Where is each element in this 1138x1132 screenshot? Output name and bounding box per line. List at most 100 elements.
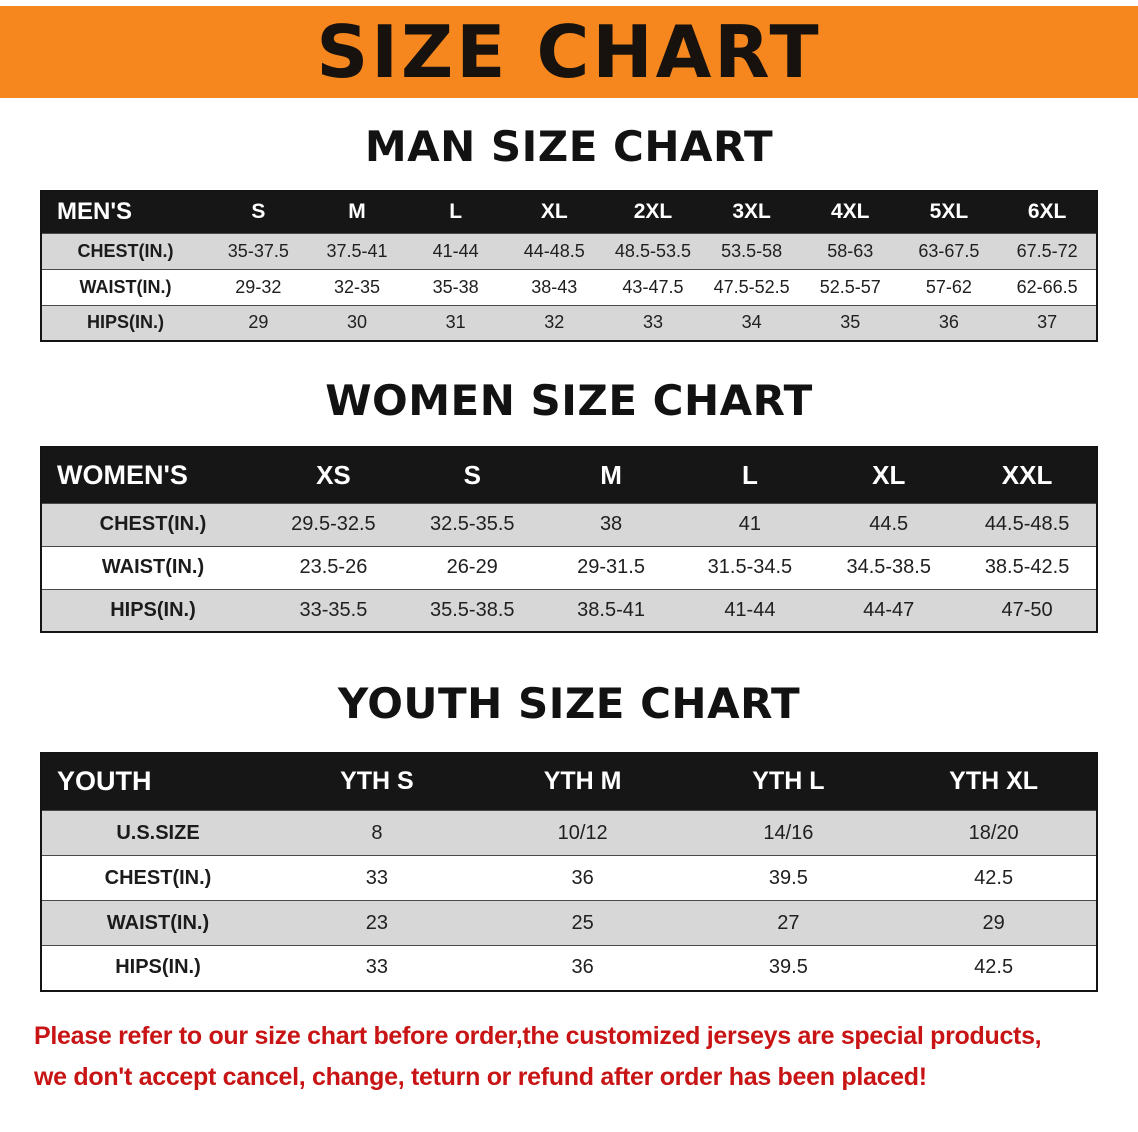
value-cell: 57-62 [925, 276, 972, 297]
section-women: WOMEN SIZE CHART WOMEN'S XS S M L XL XXL CHEST(… [0, 377, 1138, 634]
value-cell: 36 [938, 312, 959, 333]
size-header-cell: XL [819, 447, 959, 504]
size-header-cell: 3XL [702, 191, 801, 234]
section-youth: YOUTH SIZE CHART YOUTH YTH S YTH M YTH L YTH… [0, 679, 1138, 992]
value-cell: 25 [571, 911, 594, 934]
value-cell: 41 [738, 513, 762, 536]
size-header-cell: 2XL [603, 191, 703, 234]
youth-section-heading: YOUTH SIZE CHART [337, 679, 801, 729]
size-header-cell: XS [264, 447, 403, 504]
value-cell: 53.5-58 [721, 240, 783, 261]
value-cell: 35.5-38.5 [429, 599, 515, 622]
value-cell: 39.5 [768, 866, 808, 889]
men-section-heading: MAN SIZE CHART [364, 122, 774, 171]
table-title-cell: MEN'S [41, 191, 209, 234]
value-cell: 42.5 [974, 956, 1014, 979]
value-cell: 35-38 [432, 276, 479, 297]
table-row: CHEST(IN.) 33 36 39.5 42.5 [41, 855, 1097, 901]
value-cell: 41-44 [724, 599, 776, 622]
value-cell: 31 [445, 312, 466, 333]
value-cell: 23.5-26 [299, 556, 368, 579]
value-cell: 14/16 [763, 821, 814, 844]
size-header-cell: YTH XL [891, 752, 1097, 811]
value-cell: 31.5-34.5 [707, 556, 793, 579]
table-row: HIPS(IN.) 33 36 39.5 42.5 [41, 945, 1097, 991]
men-size-table: MEN'S S M L XL 2XL 3XL 4XL 5XL 6XL CHEST(IN.) 35-37… [40, 190, 1098, 343]
size-header-cell: 6XL [998, 191, 1097, 234]
page-title: SIZE CHART [316, 10, 822, 94]
value-cell: 26-29 [446, 556, 498, 579]
table-row: HIPS(IN.) 29 30 31 32 33 34 35 36 37 [41, 305, 1097, 342]
value-cell: 10/12 [557, 821, 608, 844]
table-header-row: MEN'S S M L XL 2XL 3XL 4XL 5XL 6XL [41, 191, 1097, 234]
value-cell: 33 [642, 312, 663, 333]
value-cell: 47-50 [1001, 599, 1053, 622]
size-header-cell: M [307, 191, 407, 234]
value-cell: 34 [741, 312, 762, 333]
value-cell: 67.5-72 [1016, 240, 1078, 261]
value-cell: 44-48.5 [523, 240, 585, 261]
size-header-cell: M [541, 447, 681, 504]
value-cell: 8 [371, 821, 383, 844]
size-header-cell: YTH S [274, 752, 480, 811]
youth-size-table: YOUTH YTH S YTH M YTH L YTH XL U.S.SIZE 8 10/12… [40, 751, 1098, 992]
table-row: CHEST(IN.) 35-37.5 37.5-41 41-44 44-48.5 48.5… [41, 233, 1097, 270]
table-row: WAIST(IN.) 29-32 32-35 35-38 38-43 43-47.5 47.… [41, 269, 1097, 306]
row-label-cell: WAIST(IN.) [79, 276, 172, 297]
table-header-row: WOMEN'S XS S M L XL XXL [41, 447, 1097, 504]
value-cell: 47.5-52.5 [713, 276, 790, 297]
value-cell: 63-67.5 [918, 240, 980, 261]
value-cell: 35 [840, 312, 861, 333]
value-cell: 27 [777, 911, 800, 934]
size-header-cell: XL [504, 191, 604, 234]
value-cell: 44-47 [863, 599, 915, 622]
value-cell: 44.5 [869, 513, 909, 536]
value-cell: 34.5-38.5 [846, 556, 931, 579]
value-cell: 18/20 [968, 821, 1019, 844]
size-header-cell: 4XL [800, 191, 900, 234]
table-title-cell: WOMEN'S [41, 447, 264, 504]
value-cell: 58-63 [827, 240, 874, 261]
section-men: MAN SIZE CHART MEN'S S M L XL 2XL 3XL 4XL 5XL 6XL… [0, 122, 1138, 343]
table-title-cell: YOUTH [41, 752, 274, 811]
value-cell: 36 [571, 866, 594, 889]
value-cell: 41-44 [432, 240, 479, 261]
value-cell: 33 [365, 866, 388, 889]
table-header-row: YOUTH YTH S YTH M YTH L YTH XL [41, 752, 1097, 811]
banner: SIZE CHART [0, 6, 1138, 98]
size-header-cell: L [406, 191, 505, 234]
row-label-cell: CHEST(IN.) [99, 513, 207, 536]
value-cell: 30 [346, 312, 367, 333]
value-cell: 38.5-42.5 [984, 556, 1070, 579]
notice-line-1: Please refer to our size chart before or… [34, 1021, 1042, 1050]
value-cell: 32-35 [333, 276, 380, 297]
table-row: WAIST(IN.) 23 25 27 29 [41, 900, 1097, 946]
table-row: U.S.SIZE 8 10/12 14/16 18/20 [41, 810, 1097, 856]
size-header-cell: S [209, 191, 308, 234]
value-cell: 42.5 [974, 866, 1014, 889]
value-cell: 44.5-48.5 [984, 513, 1070, 536]
value-cell: 32.5-35.5 [429, 513, 515, 536]
value-cell: 29 [248, 312, 269, 333]
value-cell: 48.5-53.5 [614, 240, 691, 261]
size-header-cell: 5XL [899, 191, 999, 234]
value-cell: 36 [571, 956, 594, 979]
value-cell: 39.5 [768, 956, 808, 979]
table-row: CHEST(IN.) 29.5-32.5 32.5-35.5 38 41 44.5 44.5… [41, 503, 1097, 547]
row-label-cell: CHEST(IN.) [77, 240, 174, 261]
value-cell: 38-43 [531, 276, 578, 297]
value-cell: 33-35.5 [299, 599, 368, 622]
row-label-cell: CHEST(IN.) [104, 866, 212, 889]
row-label-cell: HIPS(IN.) [86, 312, 164, 333]
size-header-cell: L [680, 447, 820, 504]
notice-line-2: we don't accept cancel, change, teturn o… [34, 1063, 927, 1092]
size-header-cell: YTH M [479, 752, 686, 811]
value-cell: 29-32 [235, 276, 282, 297]
row-label-cell: HIPS(IN.) [115, 956, 201, 979]
value-cell: 29 [982, 911, 1005, 934]
value-cell: 37 [1037, 312, 1058, 333]
table-row: WAIST(IN.) 23.5-26 26-29 29-31.5 31.5-34.5 34… [41, 546, 1097, 590]
value-cell: 35-37.5 [227, 240, 289, 261]
value-cell: 29.5-32.5 [291, 513, 376, 536]
